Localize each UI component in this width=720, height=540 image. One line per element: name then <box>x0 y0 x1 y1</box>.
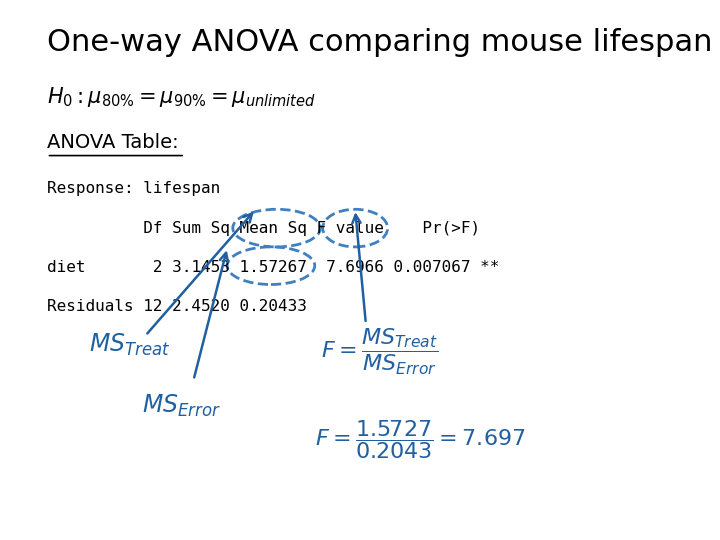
Text: diet       2 3.1453 1.57267  7.6966 0.007067 **: diet 2 3.1453 1.57267 7.6966 0.007067 ** <box>47 260 499 275</box>
Text: $H_0: \mu_{80\%} = \mu_{90\%} = \mu_{unlimited}$: $H_0: \mu_{80\%} = \mu_{90\%} = \mu_{unl… <box>47 85 315 109</box>
Text: $F = \dfrac{1.5727}{0.2043} = 7.697$: $F = \dfrac{1.5727}{0.2043} = 7.697$ <box>315 418 526 461</box>
Text: Response: lifespan: Response: lifespan <box>47 181 220 197</box>
Text: $MS_{Treat}$: $MS_{Treat}$ <box>89 332 171 358</box>
Text: Df Sum Sq Mean Sq F value    Pr(>F): Df Sum Sq Mean Sq F value Pr(>F) <box>47 220 499 235</box>
Text: $F = \dfrac{MS_{Treat}}{MS_{Error}}$: $F = \dfrac{MS_{Treat}}{MS_{Error}}$ <box>320 326 438 376</box>
Text: One-way ANOVA comparing mouse lifespan: One-way ANOVA comparing mouse lifespan <box>47 28 712 57</box>
Text: $MS_{Error}$: $MS_{Error}$ <box>142 393 221 418</box>
Text: Residuals 12 2.4520 0.20433: Residuals 12 2.4520 0.20433 <box>47 299 307 314</box>
Text: ANOVA Table:: ANOVA Table: <box>47 133 179 152</box>
